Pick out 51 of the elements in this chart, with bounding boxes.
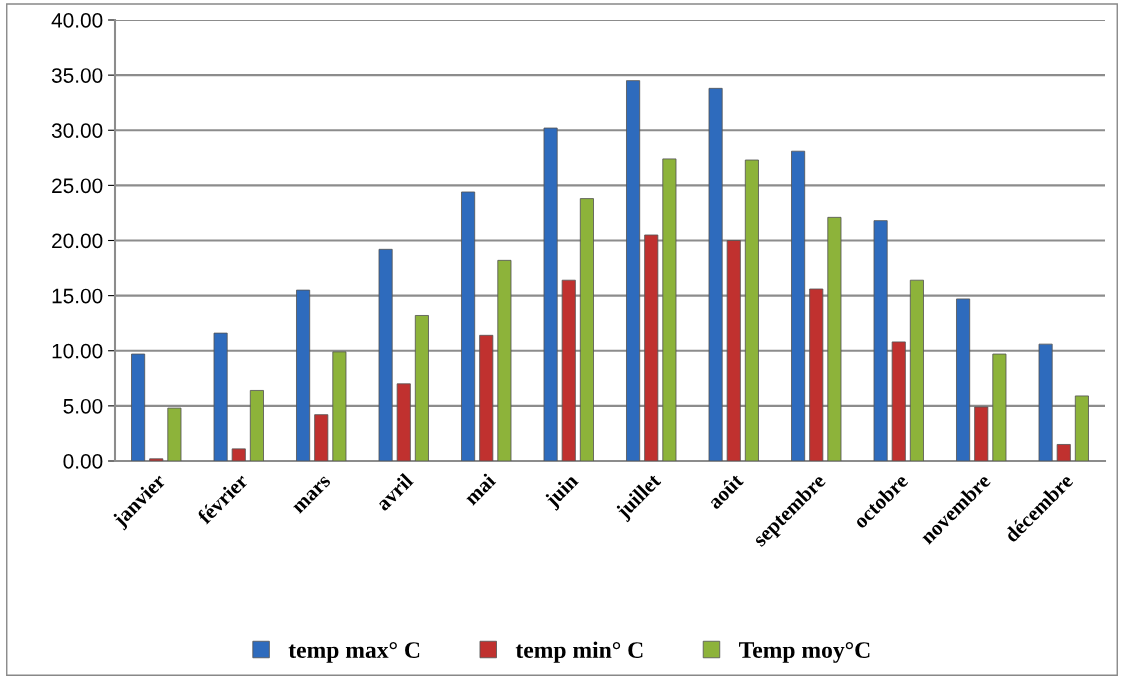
bar bbox=[891, 341, 906, 461]
y-tick-label: 15.00 bbox=[52, 288, 103, 304]
bar bbox=[992, 353, 1007, 461]
bar bbox=[378, 248, 393, 461]
bar bbox=[974, 406, 989, 461]
y-tick-label: 35.00 bbox=[51, 68, 103, 83]
bar bbox=[396, 383, 411, 461]
y-tick-label: 30.00 bbox=[51, 123, 103, 138]
legend-label: temp min° C bbox=[515, 641, 643, 663]
bar bbox=[296, 289, 311, 461]
bar bbox=[131, 353, 146, 461]
bar bbox=[579, 198, 594, 461]
bar bbox=[873, 220, 888, 461]
bar bbox=[543, 127, 558, 461]
bar bbox=[1074, 395, 1089, 461]
bar bbox=[809, 288, 824, 461]
bar bbox=[644, 234, 659, 461]
bar bbox=[461, 191, 476, 461]
y-tick-label: 40.00 bbox=[51, 13, 103, 28]
bar bbox=[708, 87, 723, 461]
bar bbox=[479, 334, 494, 461]
y-tick-label: 5.00 bbox=[63, 398, 103, 414]
bar bbox=[744, 159, 759, 461]
bar bbox=[726, 240, 741, 461]
bar bbox=[561, 279, 576, 461]
legend-label: Temp moy°C bbox=[739, 642, 870, 663]
bar bbox=[626, 80, 641, 461]
y-tick-label: 25.00 bbox=[52, 178, 103, 194]
bar bbox=[956, 298, 971, 461]
x-tick-label: juin bbox=[543, 472, 582, 511]
x-tick-label: mai bbox=[462, 472, 497, 506]
y-tick-label: 10.00 bbox=[52, 343, 103, 359]
bar bbox=[497, 259, 512, 461]
legend-label: temp max° C bbox=[288, 642, 420, 663]
bar bbox=[414, 315, 429, 461]
bar bbox=[213, 332, 228, 461]
bar bbox=[149, 458, 164, 461]
bar bbox=[1056, 444, 1071, 461]
x-tick-label: août bbox=[706, 472, 745, 510]
bar bbox=[249, 390, 264, 461]
bar bbox=[827, 216, 842, 461]
bar bbox=[909, 279, 924, 461]
y-tick-label: 20.00 bbox=[52, 233, 103, 249]
y-tick-label: 0.00 bbox=[63, 454, 103, 469]
bar bbox=[231, 448, 246, 461]
bar bbox=[662, 158, 677, 461]
bar bbox=[314, 414, 329, 461]
bar bbox=[167, 407, 182, 461]
bar bbox=[332, 351, 347, 461]
bar bbox=[1038, 343, 1053, 461]
bar bbox=[791, 150, 806, 461]
